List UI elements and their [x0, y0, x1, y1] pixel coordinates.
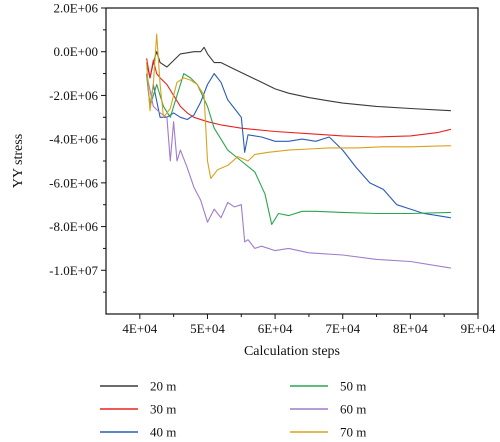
y-axis: 2.0E+06 0.0E+00 -2.0E+06 -4.0E+06 -6.0E+06 -8…: [49, 1, 106, 293]
series-line-40-m: [146, 73, 451, 219]
plot-frame: [105, 7, 479, 315]
x-tick-label: 5E+04: [190, 321, 225, 336]
legend-label: 70 m: [340, 425, 366, 440]
y-tick-label: 0.0E+00: [53, 44, 98, 59]
y-tick-label: -1.0E+07: [49, 263, 98, 278]
y-tick-label: -2.0E+06: [49, 88, 98, 103]
x-tick-label: 7E+04: [325, 321, 360, 336]
legend-label: 60 m: [340, 402, 366, 417]
legend-label: 50 m: [340, 379, 366, 394]
y-tick-label: -6.0E+06: [49, 175, 98, 190]
legend-label: 30 m: [150, 402, 176, 417]
y-tick-label: -8.0E+06: [49, 219, 98, 234]
series-line-50-m: [146, 73, 451, 225]
y-axis-title: YY stress: [11, 134, 26, 188]
x-tick-label: 9E+04: [461, 321, 496, 336]
series-line-60-m: [146, 73, 451, 269]
plot-lines: [146, 33, 452, 269]
y-tick-label: 2.0E+06: [53, 1, 98, 16]
series-line-30-m: [146, 58, 452, 138]
x-tick-label: 8E+04: [393, 321, 428, 336]
y-tick-label: -4.0E+06: [49, 132, 98, 147]
series-line-20-m: [146, 46, 451, 112]
x-axis: 4E+04 5E+04 6E+04 7E+04 8E+04 9E+04: [122, 314, 496, 336]
x-tick-label: 6E+04: [258, 321, 293, 336]
series-line-70-m: [146, 33, 451, 180]
x-axis-title: Calculation steps: [244, 344, 340, 359]
legend: 20 m 30 m 40 m 50 m 60 m 70 m: [100, 379, 366, 440]
legend-label: 40 m: [150, 425, 176, 440]
x-tick-label: 4E+04: [122, 321, 157, 336]
legend-label: 20 m: [150, 379, 176, 394]
